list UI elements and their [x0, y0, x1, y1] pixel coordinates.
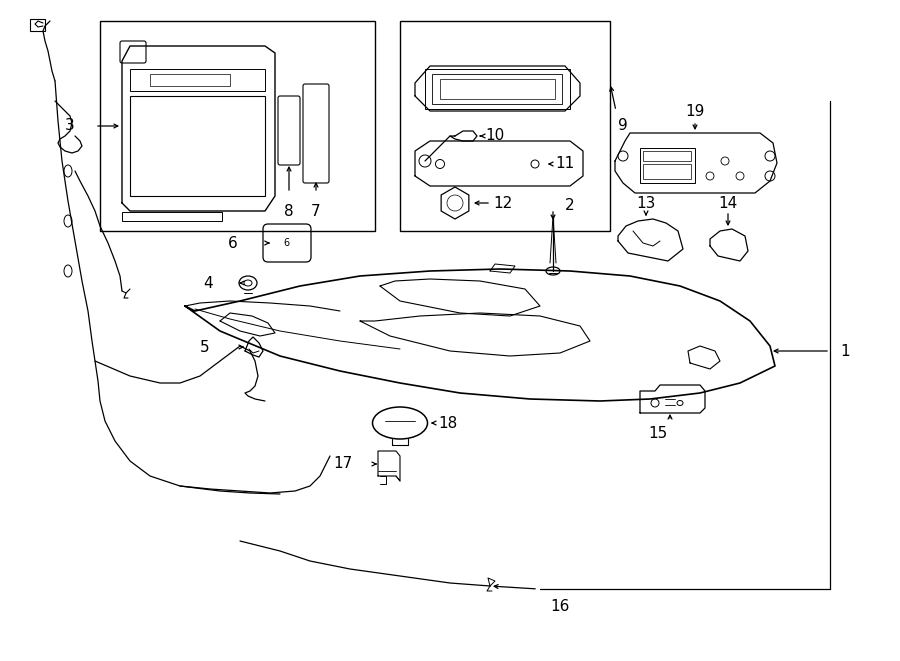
Text: 16: 16 [550, 599, 570, 614]
Text: 8: 8 [284, 204, 293, 219]
Bar [130, 69, 265, 91]
Text: 3: 3 [65, 118, 75, 134]
Text: 4: 4 [203, 276, 212, 290]
Text: 7: 7 [311, 204, 320, 219]
Text: 17: 17 [333, 457, 352, 471]
Bar [643, 151, 691, 161]
Bar [432, 74, 562, 104]
Text: 9: 9 [618, 118, 628, 134]
Text: 6: 6 [228, 235, 238, 251]
Text: 5: 5 [200, 340, 210, 354]
Text: 14: 14 [718, 196, 738, 210]
Text: 6: 6 [283, 238, 289, 248]
Bar [30, 19, 45, 31]
Text: 18: 18 [438, 416, 457, 430]
Text: 13: 13 [636, 196, 656, 210]
Bar [122, 212, 222, 221]
Text: 10: 10 [485, 128, 504, 143]
Text: 1: 1 [840, 344, 850, 358]
Bar [400, 21, 610, 231]
Bar [130, 96, 265, 196]
Bar [440, 79, 555, 99]
Text: 2: 2 [565, 198, 574, 214]
Text: 12: 12 [493, 196, 512, 210]
Bar [643, 164, 691, 179]
Bar [640, 148, 695, 183]
Bar [150, 74, 230, 86]
Text: 11: 11 [555, 157, 574, 171]
Text: 19: 19 [685, 104, 705, 118]
Bar [425, 69, 570, 109]
Text: 15: 15 [648, 426, 668, 440]
Bar [100, 21, 375, 231]
